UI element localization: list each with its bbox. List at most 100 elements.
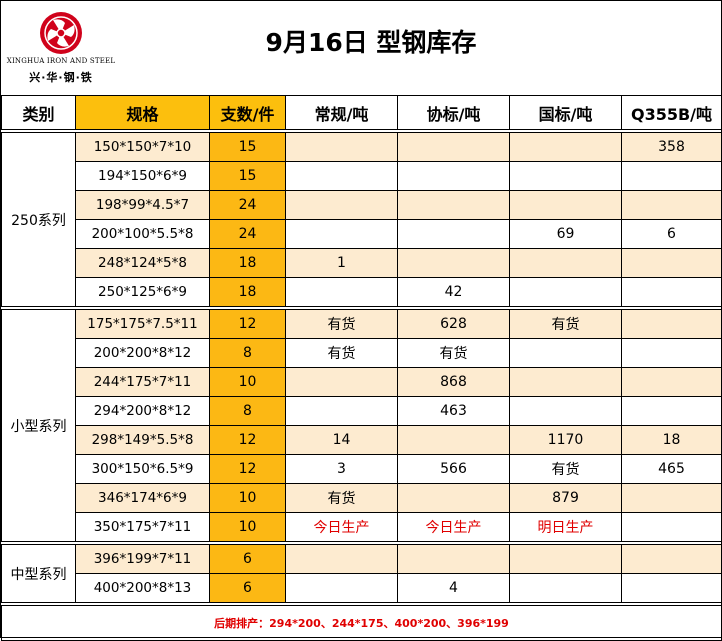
spec-cell: 396*199*7*11: [75, 544, 210, 574]
table-row: 248*124*5*8 18 1: [2, 248, 722, 278]
assoc-cell: 今日生产: [397, 512, 510, 542]
assoc-cell: 42: [397, 277, 510, 307]
category-cell: 中型系列: [1, 544, 76, 603]
spec-cell: 300*150*6.5*9: [75, 454, 210, 484]
table-row: 298*149*5.5*8 12 14 1170 18: [2, 425, 722, 455]
table-row: 250系列 150*150*7*10 15 358: [1, 132, 722, 307]
q355b-cell: 6: [621, 219, 722, 249]
q355b-cell: [621, 367, 722, 397]
spec-cell: 194*150*6*9: [75, 161, 210, 191]
regular-cell: [285, 573, 398, 603]
spec-cell: 200*200*8*12: [75, 338, 210, 368]
table-row: 300*150*6.5*9 12 3 566 有货 465: [2, 454, 722, 484]
company-name-cn: 兴·华·钢·铁: [29, 71, 93, 84]
sheet-header: XINGHUA IRON AND STEEL 兴·华·钢·铁 9月16日 型钢库…: [1, 1, 721, 93]
assoc-cell: [397, 483, 510, 513]
column-header: Q355B/吨: [621, 95, 722, 130]
spec-cell: 350*175*7*11: [75, 512, 210, 542]
qty-cell: 6: [209, 573, 286, 603]
assoc-cell: [397, 219, 510, 249]
regular-cell: [285, 219, 398, 249]
assoc-cell: [397, 190, 510, 220]
q355b-cell: [621, 277, 722, 307]
xinghua-logo-icon: [40, 12, 82, 54]
company-name-en: XINGHUA IRON AND STEEL: [6, 57, 116, 65]
category-cell: 250系列: [1, 132, 76, 307]
column-header: 协标/吨: [397, 95, 510, 130]
national-cell: 有货: [509, 454, 622, 484]
q355b-cell: 358: [621, 132, 722, 162]
q355b-cell: [621, 190, 722, 220]
column-header: 类别: [1, 95, 76, 130]
regular-cell: [285, 367, 398, 397]
regular-cell: 有货: [285, 338, 398, 368]
national-cell: [509, 132, 622, 162]
regular-cell: 3: [285, 454, 398, 484]
production-schedule-note: 后期排产：294*200、244*175、400*200、396*199: [1, 605, 722, 641]
category-cell: 小型系列: [1, 309, 76, 542]
page-title: 9月16日 型钢库存: [265, 28, 477, 57]
q355b-cell: [621, 338, 722, 368]
national-cell: 1170: [509, 425, 622, 455]
qty-cell: 12: [209, 454, 286, 484]
assoc-cell: [397, 132, 510, 162]
footer-row: 后期排产：294*200、244*175、400*200、396*199: [1, 605, 722, 641]
assoc-cell: [397, 161, 510, 191]
assoc-cell: 有货: [397, 338, 510, 368]
qty-cell: 8: [209, 338, 286, 368]
column-header: 常规/吨: [285, 95, 398, 130]
q355b-cell: [621, 573, 722, 603]
table-row: 350*175*7*11 10 今日生产 今日生产 明日生产: [2, 512, 722, 542]
table-row: 200*100*5.5*8 24 69 6: [2, 219, 722, 249]
table-row: 294*200*8*12 8 463: [2, 396, 722, 426]
national-cell: 有货: [509, 309, 622, 339]
national-cell: [509, 338, 622, 368]
spec-cell: 250*125*6*9: [75, 277, 210, 307]
spec-cell: 400*200*8*13: [75, 573, 210, 603]
regular-cell: [285, 277, 398, 307]
national-cell: [509, 277, 622, 307]
assoc-cell: 566: [397, 454, 510, 484]
spec-cell: 248*124*5*8: [75, 248, 210, 278]
national-cell: [509, 248, 622, 278]
qty-cell: 10: [209, 483, 286, 513]
qty-cell: 12: [209, 309, 286, 339]
table-row: 400*200*8*13 6 4: [2, 573, 722, 603]
q355b-cell: [621, 396, 722, 426]
q355b-cell: [621, 248, 722, 278]
national-cell: [509, 161, 622, 191]
table-row: 250*125*6*9 18 42: [2, 277, 722, 307]
table-row: 198*99*4.5*7 24: [2, 190, 722, 220]
national-cell: [509, 396, 622, 426]
spec-cell: 200*100*5.5*8: [75, 219, 210, 249]
regular-cell: 14: [285, 425, 398, 455]
regular-cell: [285, 190, 398, 220]
qty-cell: 15: [209, 161, 286, 191]
qty-cell: 10: [209, 367, 286, 397]
qty-cell: 6: [209, 544, 286, 574]
qty-cell: 24: [209, 219, 286, 249]
regular-cell: [285, 161, 398, 191]
spec-cell: 150*150*7*10: [75, 132, 210, 162]
regular-cell: 有货: [285, 483, 398, 513]
qty-cell: 24: [209, 190, 286, 220]
national-cell: [509, 573, 622, 603]
q355b-cell: [621, 512, 722, 542]
table-row: 200*200*8*12 8 有货 有货: [2, 338, 722, 368]
qty-cell: 18: [209, 248, 286, 278]
table-row: 194*150*6*9 15: [2, 161, 722, 191]
table-row: 中型系列 396*199*7*11 6: [1, 544, 722, 603]
spec-cell: 198*99*4.5*7: [75, 190, 210, 220]
assoc-cell: [397, 544, 510, 574]
regular-cell: 有货: [285, 309, 398, 339]
table-row: 346*174*6*9 10 有货 879: [2, 483, 722, 513]
regular-cell: [285, 544, 398, 574]
assoc-cell: [397, 248, 510, 278]
national-cell: [509, 544, 622, 574]
qty-cell: 10: [209, 512, 286, 542]
q355b-cell: [621, 544, 722, 574]
qty-cell: 18: [209, 277, 286, 307]
national-cell: 69: [509, 219, 622, 249]
spec-cell: 298*149*5.5*8: [75, 425, 210, 455]
